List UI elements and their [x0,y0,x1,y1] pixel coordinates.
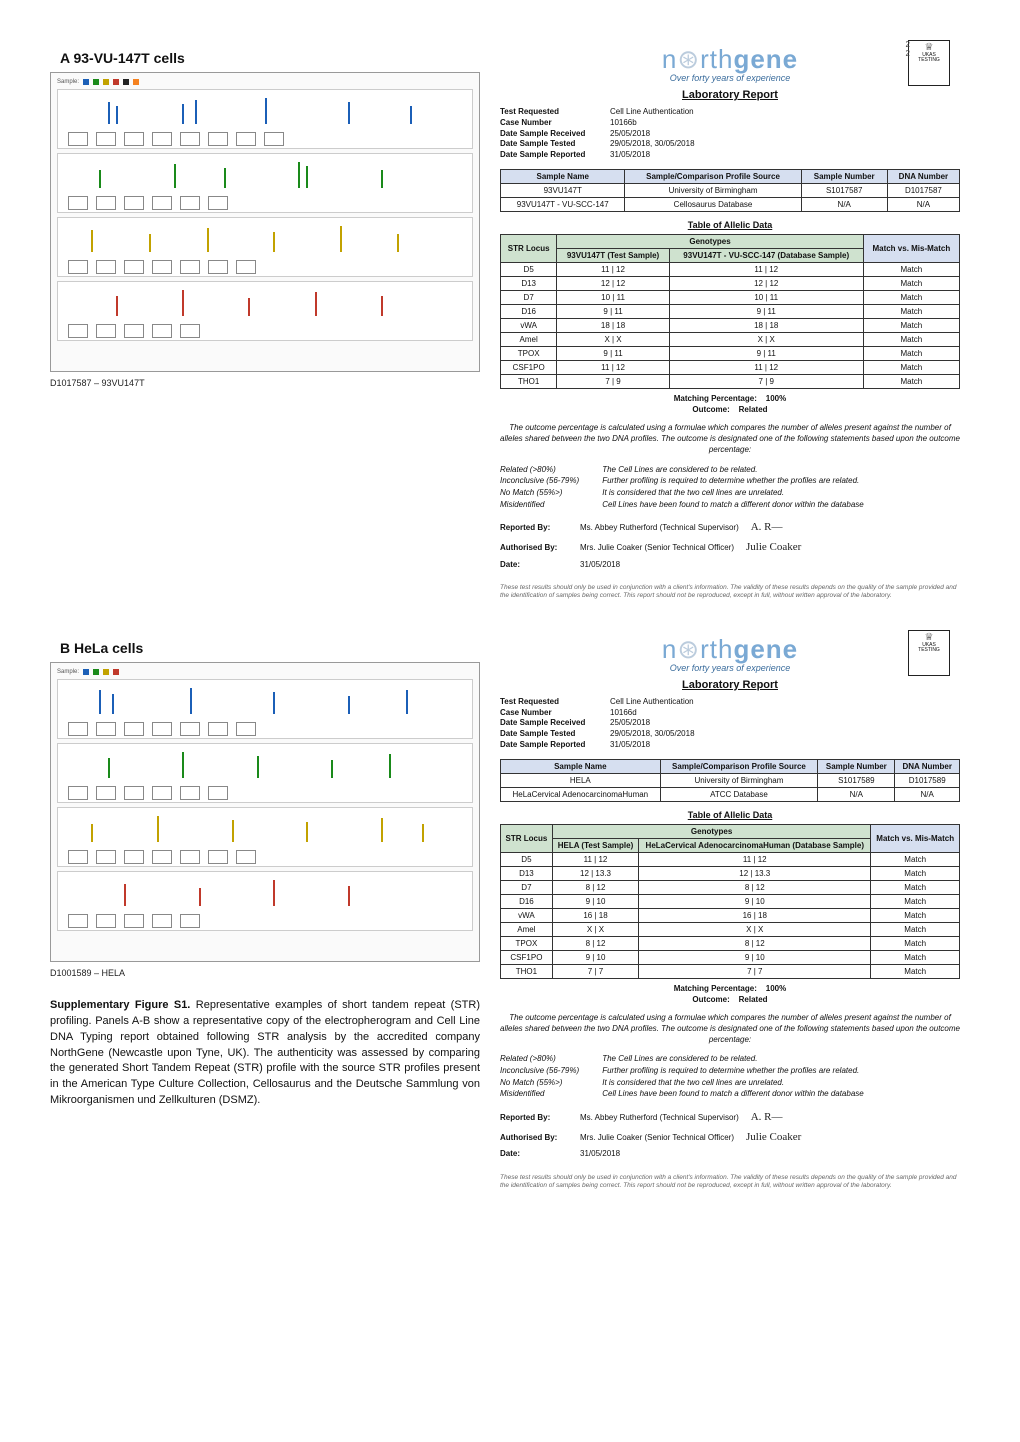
ukas-badge: ♕ UKAS TESTING [908,630,950,676]
table-row: vWA16 | 1816 | 18Match [501,908,960,922]
table-row: 93VU147T - VU-SCC-147Cellosaurus Databas… [501,197,960,211]
electropherogram-a: Sample: [50,72,480,372]
epg-legend: Sample: [57,669,473,675]
table-row: vWA18 | 1818 | 18Match [501,318,960,332]
epg-track [57,743,473,803]
match-summary-a: Matching Percentage: 100% Outcome: Relat… [500,393,960,415]
table-row: CSF1PO11 | 1211 | 12Match [501,360,960,374]
table-row: CSF1PO9 | 109 | 10Match [501,950,960,964]
table-row: D511 | 1211 | 12Match [501,262,960,276]
outcome-explain: The outcome percentage is calculated usi… [500,1013,960,1045]
criteria-list: Related (>80%) The Cell Lines are consid… [500,1053,960,1099]
table-row: HeLaCervical AdenocarcinomaHumanATCC Dat… [501,787,960,801]
logo: n⊛rthgene [500,44,960,75]
epg-track [57,281,473,341]
table-row: D169 | 119 | 11Match [501,304,960,318]
page-number: 22 [906,40,910,58]
table-row: AmelX | XX | XMatch [501,922,960,936]
disclaimer: These test results should only be used i… [500,1174,960,1190]
epg-track [57,153,473,213]
criteria-list: Related (>80%) The Cell Lines are consid… [500,464,960,510]
epg-track [57,807,473,867]
match-summary-b: Matching Percentage: 100% Outcome: Relat… [500,983,960,1005]
table-row: TPOX9 | 119 | 11Match [501,346,960,360]
panel-b-label: B HeLa cells [60,640,480,656]
table-row: TPOX8 | 128 | 12Match [501,936,960,950]
signatures: Reported By:Ms. Abbey Rutherford (Techni… [500,1108,960,1162]
table-row: HELAUniversity of BirminghamS1017589D101… [501,773,960,787]
table-row: THO17 | 97 | 9Match [501,374,960,388]
allelic-table-b: STR Locus Genotypes Match vs. Mis-Match … [500,824,960,979]
table-row: D710 | 1110 | 11Match [501,290,960,304]
table-row: D1312 | 13.312 | 13.3Match [501,866,960,880]
epg-track [57,871,473,931]
epg-legend: Sample: [57,79,473,85]
allelic-table-a: STR Locus Genotypes Match vs. Mis-Match … [500,234,960,389]
report-title: Laboratory Report [500,679,960,691]
ukas-badge: ♕ UKAS TESTING [908,40,950,86]
tagline: Over forty years of experience [500,663,960,673]
epg-track [57,89,473,149]
outcome-explain: The outcome percentage is calculated usi… [500,423,960,455]
electropherogram-b: Sample: [50,662,480,962]
sample-table-a: Sample Name Sample/Comparison Profile So… [500,169,960,212]
table-row: D1312 | 1212 | 12Match [501,276,960,290]
table-row: 93VU147TUniversity of BirminghamS1017587… [501,183,960,197]
allelic-title: Table of Allelic Data [500,810,960,820]
table-row: D78 | 128 | 12Match [501,880,960,894]
epg-track [57,217,473,277]
table-row: AmelX | XX | XMatch [501,332,960,346]
panel-a-label: A 93-VU-147T cells [60,50,480,66]
table-row: D511 | 1211 | 12Match [501,852,960,866]
epg-caption-b: D1001589 – HELA [50,968,480,978]
allelic-title: Table of Allelic Data [500,220,960,230]
signatures: Reported By:Ms. Abbey Rutherford (Techni… [500,518,960,572]
epg-caption-a: D1017587 – 93VU147T [50,378,480,388]
table-row: D169 | 109 | 10Match [501,894,960,908]
sample-table-b: Sample Name Sample/Comparison Profile So… [500,759,960,802]
report-meta: Test RequestedCell Line Authentication C… [500,107,960,161]
tagline: Over forty years of experience [500,73,960,83]
table-row: THO17 | 77 | 7Match [501,964,960,978]
epg-track [57,679,473,739]
disclaimer: These test results should only be used i… [500,584,960,600]
report-title: Laboratory Report [500,89,960,101]
figure-caption: Supplementary Figure S1. Representative … [50,998,480,1110]
report-meta: Test RequestedCell Line Authentication C… [500,697,960,751]
logo: n⊛rthgene [500,634,960,665]
